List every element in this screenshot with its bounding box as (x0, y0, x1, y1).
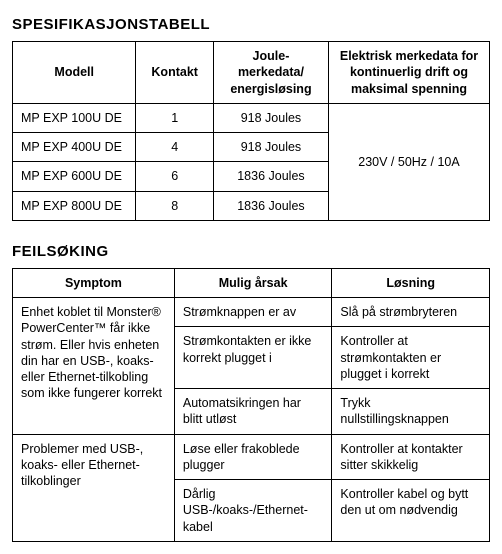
spec-contact: 4 (136, 133, 214, 162)
trouble-solution: Slå på strømbryteren (332, 298, 490, 327)
spec-electrical-value: 230V / 50Hz / 10A (328, 103, 489, 220)
spec-header-model: Modell (13, 42, 136, 104)
spec-header-contact: Kontakt (136, 42, 214, 104)
trouble-symptom: Problemer med USB-, koaks- eller Etherne… (13, 434, 175, 541)
trouble-cause: Løse eller frakoblede plugger (174, 434, 332, 480)
trouble-solution: Kontroller at strømkontakten er plugget … (332, 327, 490, 389)
table-row: Problemer med USB-, koaks- eller Etherne… (13, 434, 490, 480)
trouble-solution: Kontroller at kontakter sitter skikkelig (332, 434, 490, 480)
spec-heading: SPESIFIKASJONSTABELL (12, 16, 490, 33)
trouble-solution: Trykk nullstillingsknappen (332, 389, 490, 435)
spec-contact: 1 (136, 103, 214, 132)
trouble-header-cause: Mulig årsak (174, 268, 332, 297)
trouble-cause: Automatsikringen har blitt utløst (174, 389, 332, 435)
table-row: Enhet koblet til Monster® PowerCenter™ f… (13, 298, 490, 327)
spec-model: MP EXP 100U DE (13, 103, 136, 132)
spec-model: MP EXP 800U DE (13, 191, 136, 220)
spec-joule: 918 Joules (213, 103, 328, 132)
spec-contact: 6 (136, 162, 214, 191)
spec-table: Modell Kontakt Joule-merkedata/ energisl… (12, 41, 490, 221)
trouble-header-symptom: Symptom (13, 268, 175, 297)
spec-header-joule: Joule-merkedata/ energisløsing (213, 42, 328, 104)
trouble-header-solution: Løsning (332, 268, 490, 297)
trouble-symptom: Enhet koblet til Monster® PowerCenter™ f… (13, 298, 175, 435)
table-row: MP EXP 100U DE 1 918 Joules 230V / 50Hz … (13, 103, 490, 132)
trouble-cause: Strømknappen er av (174, 298, 332, 327)
spec-joule: 1836 Joules (213, 191, 328, 220)
trouble-heading: FEILSØKING (12, 243, 490, 260)
spec-model: MP EXP 400U DE (13, 133, 136, 162)
spec-contact: 8 (136, 191, 214, 220)
spec-joule: 1836 Joules (213, 162, 328, 191)
trouble-cause: Dårlig USB-/koaks-/Ethernet-kabel (174, 480, 332, 542)
trouble-solution: Kontroller kabel og bytt den ut om nødve… (332, 480, 490, 542)
trouble-table: Symptom Mulig årsak Løsning Enhet koblet… (12, 268, 490, 542)
spec-joule: 918 Joules (213, 133, 328, 162)
spec-header-electrical: Elektrisk merkedata for kontinuerlig dri… (328, 42, 489, 104)
trouble-cause: Strømkontakten er ikke korrekt plugget i (174, 327, 332, 389)
spec-model: MP EXP 600U DE (13, 162, 136, 191)
